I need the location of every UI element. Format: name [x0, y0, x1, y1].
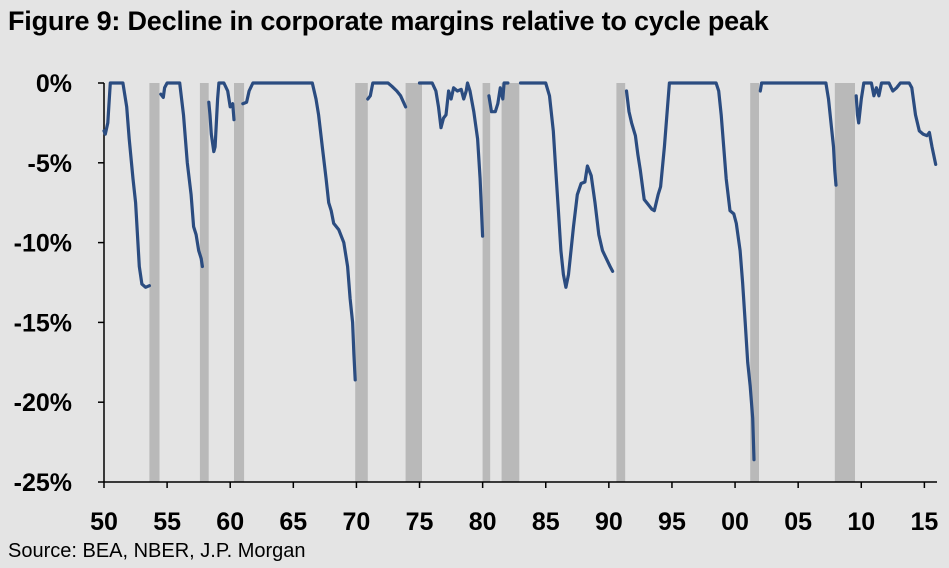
series-line	[487, 81, 510, 114]
x-tick-label: 05	[784, 508, 812, 536]
series-line	[366, 81, 408, 109]
recession-band	[482, 83, 491, 482]
x-tick-label: 55	[153, 508, 181, 536]
series-line	[518, 81, 615, 289]
recession-band	[199, 83, 209, 482]
x-tick-label: 80	[469, 508, 497, 536]
series-line	[624, 81, 756, 462]
chart-title: Figure 9: Decline in corporate margins r…	[8, 6, 769, 36]
y-tick-label: -15%	[14, 309, 72, 337]
recession-band	[750, 83, 759, 482]
y-tick-label: -20%	[14, 389, 72, 417]
recession-bands	[149, 83, 855, 482]
x-tick-label: 50	[90, 508, 118, 536]
x-tick-labels: 50 55 60 65 70 75 80 85 90 95 00 05 10 15	[90, 508, 938, 536]
x-tick-label: 65	[279, 508, 307, 536]
margin-decline-lines	[102, 81, 938, 462]
series-line	[207, 81, 236, 154]
x-tick-label: 70	[343, 508, 371, 536]
x-tick-label: 00	[721, 508, 749, 536]
series-line	[758, 81, 838, 187]
x-tick-label: 10	[847, 508, 875, 536]
x-tick-label: 95	[658, 508, 686, 536]
x-tick-label: 75	[406, 508, 434, 536]
y-tick-label: 0%	[36, 70, 72, 98]
x-tick-label: 85	[532, 508, 560, 536]
y-tick-label: -5%	[28, 150, 72, 178]
y-tick-labels: 0% -5% -10% -15% -20% -25%	[14, 70, 72, 497]
recession-band	[616, 83, 626, 482]
series-line	[159, 81, 204, 269]
series-line	[241, 81, 357, 382]
x-tick-label: 90	[595, 508, 623, 536]
source-note: Source: BEA, NBER, J.P. Morgan	[8, 540, 306, 562]
series-line	[854, 81, 938, 166]
x-tick-label: 15	[910, 508, 938, 536]
recession-band	[355, 83, 368, 482]
axes	[98, 82, 937, 488]
recession-band	[149, 83, 160, 482]
series-line	[417, 81, 485, 238]
recession-band	[834, 83, 855, 482]
recession-band	[234, 83, 245, 482]
y-tick-label: -10%	[14, 230, 72, 258]
recession-band	[501, 83, 520, 482]
series-line	[102, 81, 151, 289]
x-tick-label: 60	[216, 508, 244, 536]
recession-band	[405, 83, 422, 482]
y-tick-label: -25%	[14, 469, 72, 497]
